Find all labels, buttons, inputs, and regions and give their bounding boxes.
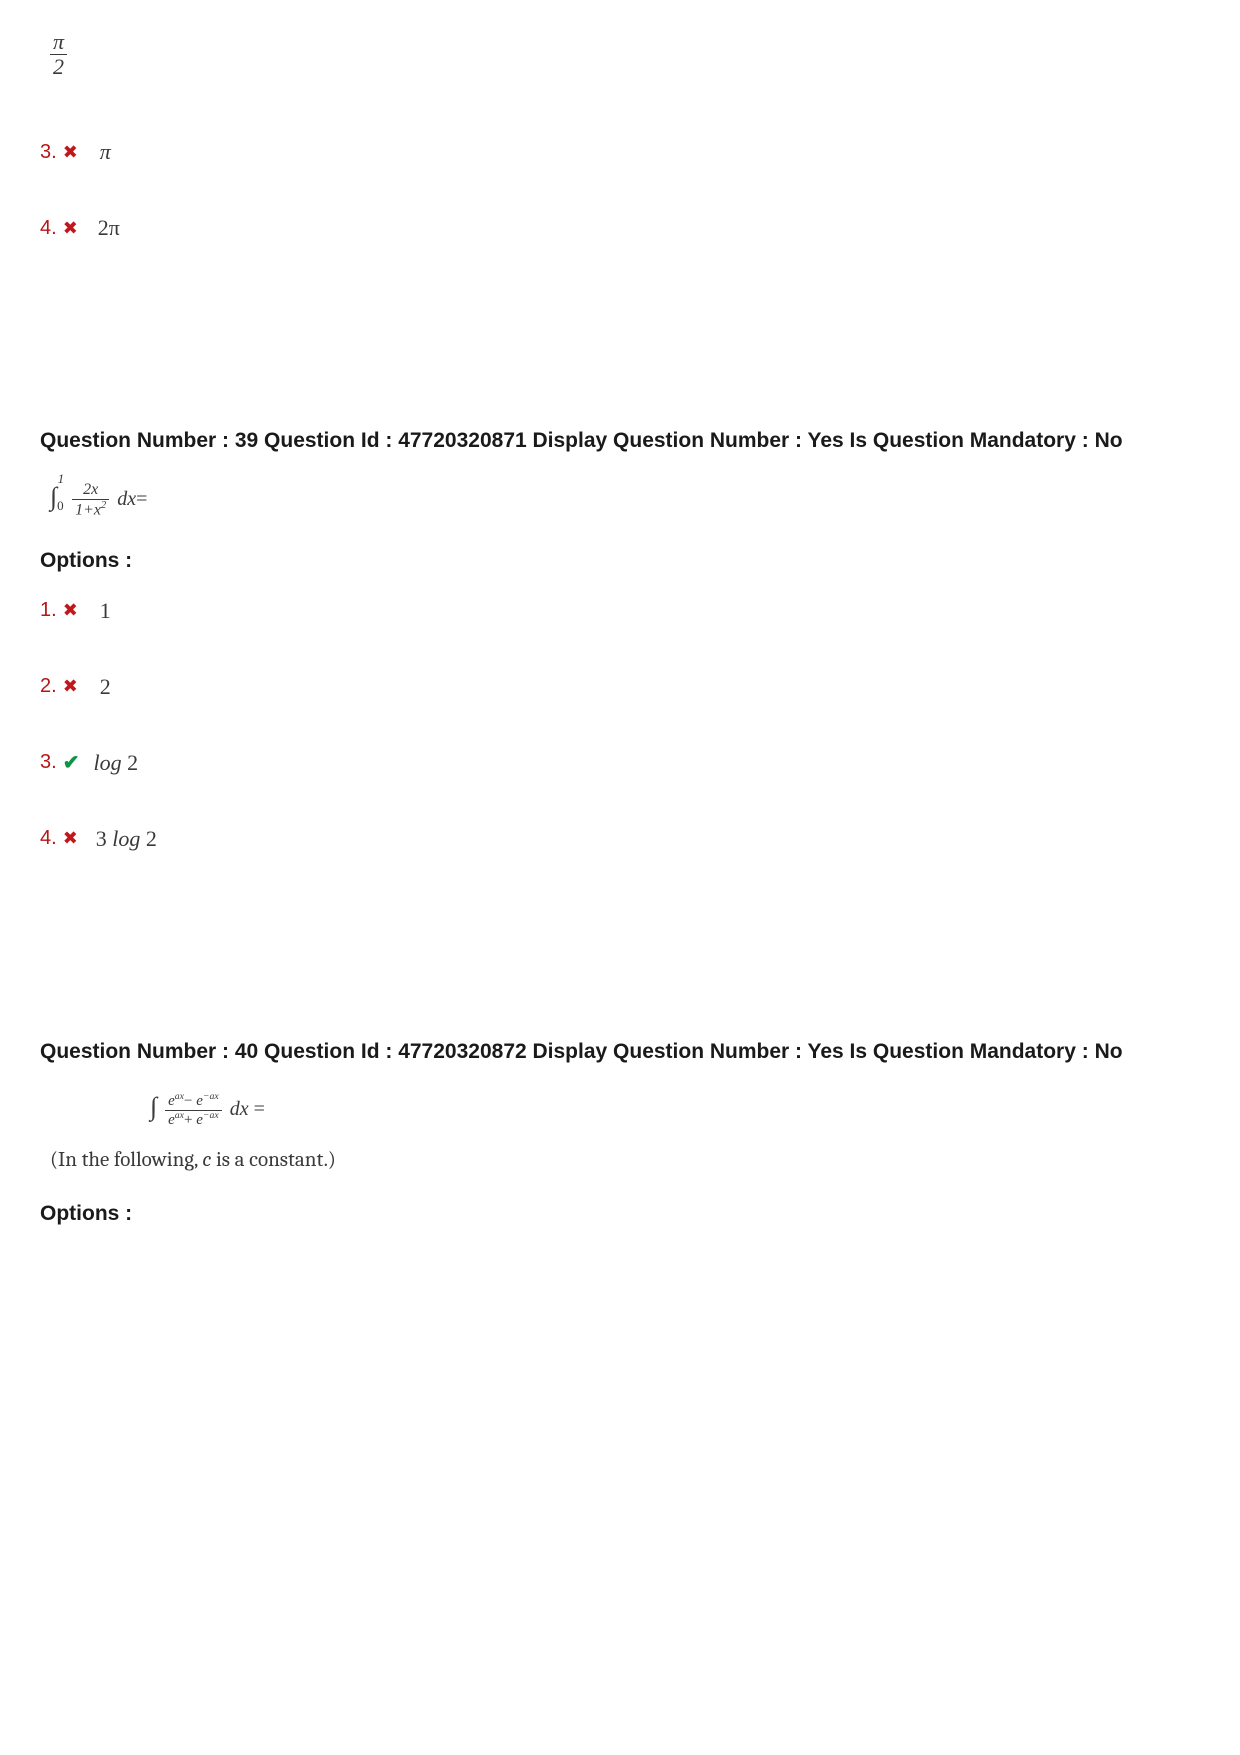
option-number: 2.	[40, 675, 57, 698]
option-value: 2π	[98, 215, 120, 241]
question-formula-39: ∫01 2x 1+x2 dx=	[50, 481, 1200, 519]
option-number: 4.	[40, 217, 57, 240]
note-text: (In the following, c is a constant.)	[50, 1148, 1200, 1172]
options-label-40: Options :	[40, 1202, 1200, 1226]
option-value: π	[100, 139, 111, 165]
question-header-40: Question Number : 40 Question Id : 47720…	[40, 1032, 1200, 1072]
option-value: log 2	[93, 750, 138, 776]
wrong-icon: ✖	[63, 676, 78, 697]
wrong-icon: ✖	[63, 142, 78, 163]
wrong-icon: ✖	[63, 600, 78, 621]
wrong-icon: ✖	[63, 828, 78, 849]
q39-option-4: 4. ✖ 3 log 2	[40, 826, 1200, 852]
option-number: 4.	[40, 827, 57, 850]
option-number: 3.	[40, 751, 57, 774]
option-4: 4. ✖ 2π	[40, 215, 1200, 241]
option-value: 1	[100, 598, 111, 624]
option-value: 2	[100, 674, 111, 700]
fraction-numerator: π	[50, 30, 67, 55]
q39-option-2: 2. ✖ 2	[40, 674, 1200, 700]
option-3: 3. ✖ π	[40, 139, 1200, 165]
question-formula-40: ∫ eax− e−ax eax+ e−ax dx =	[150, 1092, 1200, 1128]
options-label: Options :	[40, 549, 1200, 573]
fraction-denominator: 2	[50, 55, 67, 79]
option-value: 3 log 2	[96, 826, 157, 852]
option-fragment-top: π 2	[50, 30, 1200, 79]
question-header-39: Question Number : 39 Question Id : 47720…	[40, 421, 1200, 461]
correct-icon: ✔	[63, 750, 80, 775]
q39-option-3: 3. ✔ log 2	[40, 750, 1200, 776]
option-number: 1.	[40, 599, 57, 622]
option-number: 3.	[40, 141, 57, 164]
q39-option-1: 1. ✖ 1	[40, 598, 1200, 624]
wrong-icon: ✖	[63, 218, 78, 239]
math-fraction: π 2	[50, 30, 67, 79]
